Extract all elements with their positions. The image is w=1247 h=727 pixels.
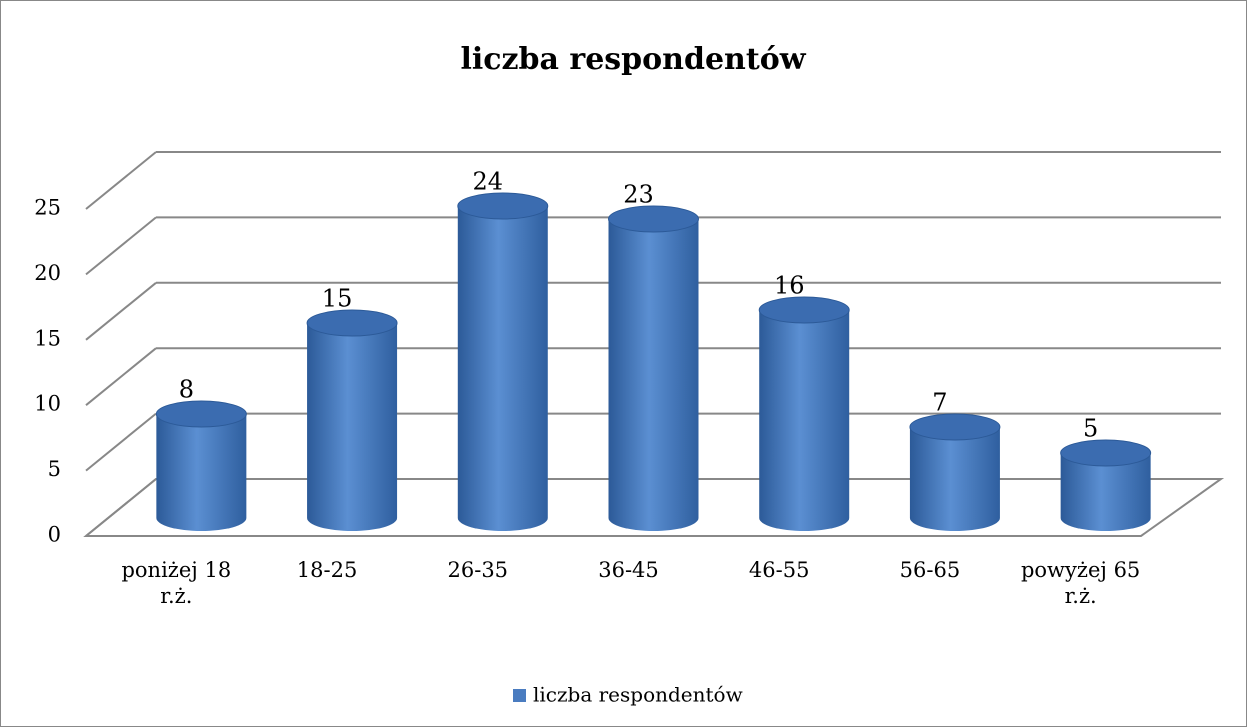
- x-tick-label: poniżej 18 r.ż.: [121, 558, 232, 608]
- bar-top: [1060, 439, 1152, 467]
- bar: [457, 206, 548, 532]
- chart-title: liczba respondentów: [460, 42, 806, 77]
- data-label: 16: [774, 272, 805, 300]
- data-label: 23: [623, 181, 654, 209]
- bar: [307, 323, 398, 532]
- x-tick-label: powyżej 65 r.ż.: [1020, 558, 1141, 608]
- grid-line: [85, 151, 157, 210]
- data-label: 15: [322, 285, 353, 313]
- grid-line: [85, 216, 157, 276]
- data-label: 8: [179, 376, 194, 404]
- bar-top: [909, 413, 1001, 441]
- y-tick-label: 15: [34, 326, 61, 350]
- bar-top: [608, 205, 699, 233]
- y-tick-label: 0: [48, 523, 61, 547]
- grid-line: [85, 478, 157, 537]
- bar-top: [457, 192, 549, 220]
- grid-line: [85, 412, 157, 472]
- x-tick-label: 26-35: [447, 558, 509, 582]
- bar-top: [758, 296, 850, 324]
- data-label: 5: [1083, 415, 1098, 443]
- legend-label: liczba respondentów: [533, 683, 743, 707]
- x-tick-label: 18-25: [296, 558, 358, 582]
- bar: [1060, 453, 1151, 532]
- bar-top: [155, 400, 247, 428]
- bar: [909, 427, 1000, 532]
- y-tick-label: 20: [34, 261, 61, 285]
- data-label: 7: [932, 389, 947, 417]
- x-tick-label: 46-55: [748, 558, 810, 582]
- bar-top: [306, 309, 398, 337]
- y-tick-label: 10: [34, 392, 61, 416]
- grid-line: [85, 282, 157, 341]
- bar: [156, 414, 247, 532]
- y-tick-label: 25: [34, 196, 61, 220]
- data-label: 24: [473, 168, 504, 196]
- bar: [608, 219, 699, 532]
- bar: [759, 310, 850, 532]
- y-tick-label: 5: [48, 457, 61, 481]
- legend-swatch: [513, 689, 526, 702]
- grid-line: [85, 347, 157, 406]
- x-tick-label: 56-65: [899, 558, 961, 582]
- x-tick-label: 36-45: [598, 558, 659, 582]
